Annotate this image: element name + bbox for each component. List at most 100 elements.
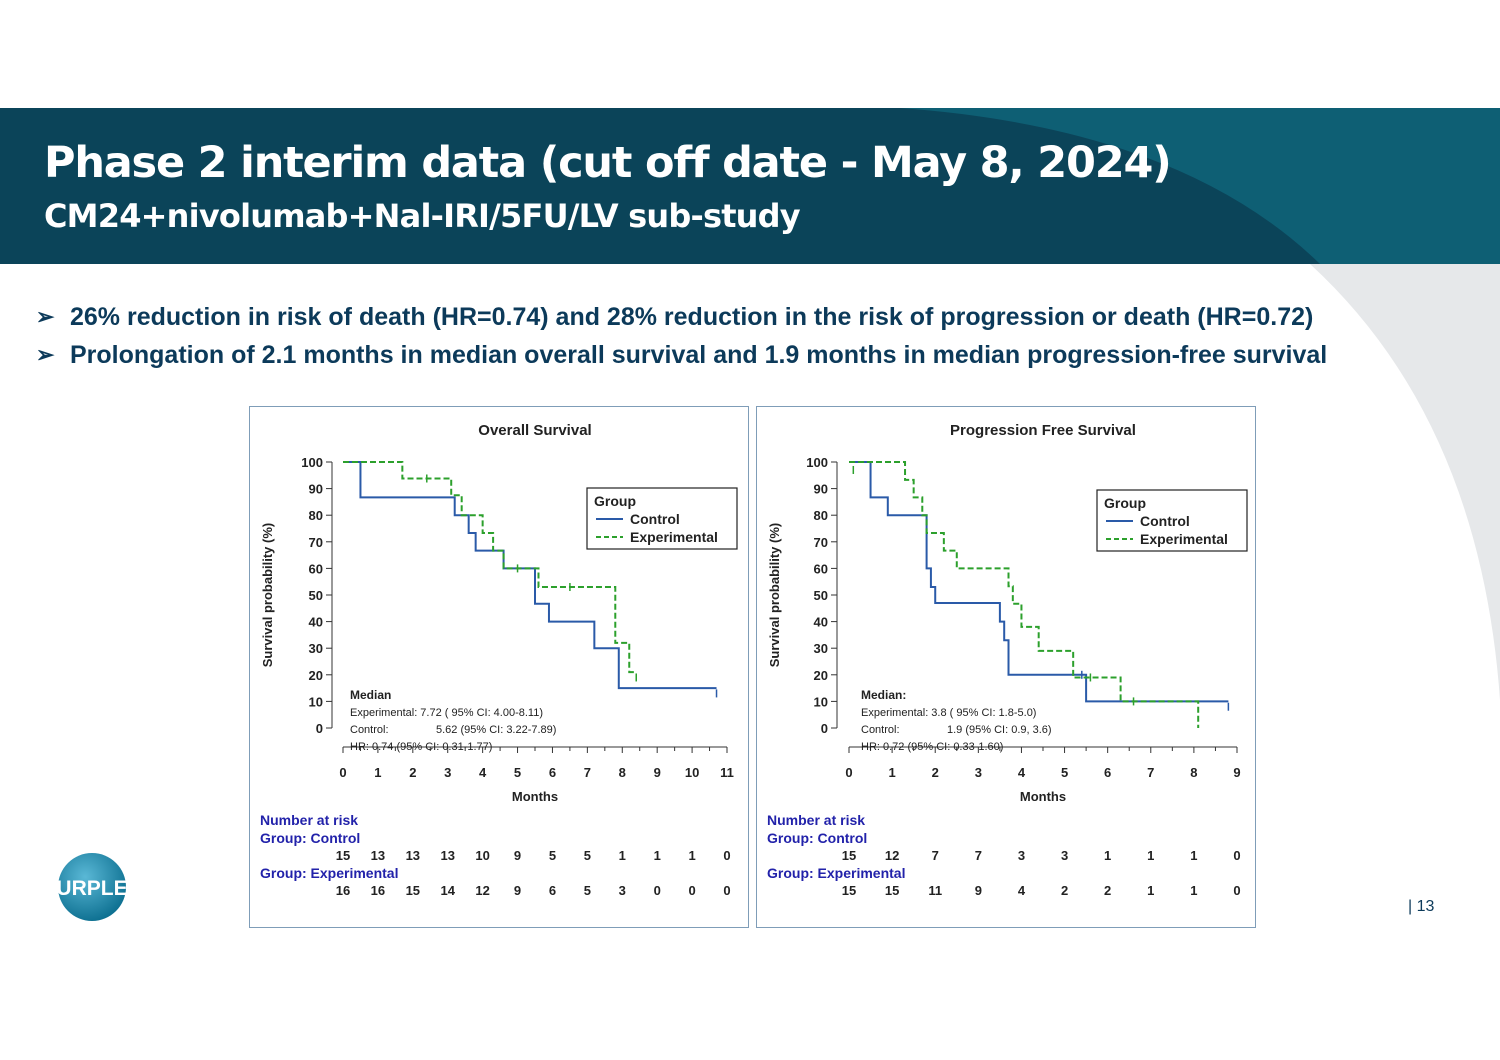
x-tick-label: 5 xyxy=(514,765,521,780)
x-tick-label: 0 xyxy=(845,765,852,780)
risk-table-count: 7 xyxy=(975,848,982,863)
y-tick-label: 90 xyxy=(309,482,323,497)
risk-table-count: 15 xyxy=(406,883,420,898)
y-tick-label: 60 xyxy=(814,561,828,576)
bullet-text: 26% reduction in risk of death (HR=0.74)… xyxy=(70,303,1314,331)
risk-table-count: 13 xyxy=(371,848,385,863)
risk-table-group-label: Group: Control xyxy=(260,830,360,846)
slide-subtitle: CM24+nivolumab+Nal-IRI/5FU/LV sub-study xyxy=(44,197,801,235)
x-tick-label: 6 xyxy=(549,765,556,780)
median-annotation-hr: HR: 0.72 (95% CI: 0.33-1.60) xyxy=(861,741,1003,753)
x-tick-label: 7 xyxy=(1147,765,1154,780)
x-tick-label: 0 xyxy=(339,765,346,780)
risk-table-count: 3 xyxy=(619,883,626,898)
risk-table-count: 0 xyxy=(723,848,730,863)
risk-table-title: Number at risk xyxy=(767,812,865,828)
x-tick-label: 8 xyxy=(619,765,626,780)
bullet-list: ➢ 26% reduction in risk of death (HR=0.7… xyxy=(36,298,1476,374)
legend-title: Group xyxy=(1104,495,1146,511)
progression-free-survival-chart: Progression Free Survival010203040506070… xyxy=(767,422,1248,898)
median-annotation-heading: Median xyxy=(350,688,391,702)
y-tick-label: 10 xyxy=(309,694,323,709)
arrow-bullet-icon: ➢ xyxy=(36,342,55,367)
x-tick-label: 2 xyxy=(932,765,939,780)
median-annotation-heading: Median: xyxy=(861,688,906,702)
risk-table-count: 15 xyxy=(885,883,899,898)
y-tick-label: 30 xyxy=(814,641,828,656)
y-tick-label: 80 xyxy=(309,508,323,523)
y-tick-label: 0 xyxy=(316,721,323,736)
x-tick-label: 2 xyxy=(409,765,416,780)
y-tick-label: 100 xyxy=(806,455,828,470)
risk-table-count: 12 xyxy=(475,883,489,898)
y-tick-label: 10 xyxy=(814,694,828,709)
risk-table-count: 1 xyxy=(654,848,661,863)
risk-table-count: 1 xyxy=(619,848,626,863)
risk-table-count: 7 xyxy=(932,848,939,863)
risk-table-count: 16 xyxy=(371,883,385,898)
control-series-line xyxy=(849,461,1229,703)
risk-table-count: 0 xyxy=(1233,848,1240,863)
y-tick-label: 20 xyxy=(309,668,323,683)
progression-free-survival-panel: Progression Free Survival 0 10 20 30 40 50 60 70… xyxy=(756,406,1256,928)
risk-table-count: 0 xyxy=(654,883,661,898)
y-tick-label: 50 xyxy=(814,588,828,603)
x-tick-label: 9 xyxy=(654,765,661,780)
x-tick-label: 3 xyxy=(444,765,451,780)
x-tick-label: 10 xyxy=(685,765,699,780)
x-tick-label: 1 xyxy=(888,765,895,780)
risk-table-count: 1 xyxy=(1104,848,1111,863)
risk-table-count: 1 xyxy=(688,848,695,863)
risk-table-count: 9 xyxy=(975,883,982,898)
company-logo: PURPLE xyxy=(54,853,128,921)
risk-table-count: 5 xyxy=(549,848,556,863)
x-tick-label: 6 xyxy=(1104,765,1111,780)
risk-table-count: 0 xyxy=(723,883,730,898)
y-axis-label: Survival probability (%) xyxy=(767,523,782,667)
y-tick-label: 60 xyxy=(309,561,323,576)
risk-table-count: 9 xyxy=(514,848,521,863)
legend-experimental-label: Experimental xyxy=(630,529,718,545)
arrow-bullet-icon: ➢ xyxy=(36,304,55,329)
x-tick-label: 8 xyxy=(1190,765,1197,780)
experimental-series-line xyxy=(849,461,1200,728)
legend-experimental-label: Experimental xyxy=(1140,531,1228,547)
risk-table-count: 15 xyxy=(842,883,856,898)
median-annotation-control-value: 1.9 (95% CI: 0.9, 3.6) xyxy=(947,724,1052,736)
risk-table-count: 11 xyxy=(928,883,942,898)
experimental-series-line xyxy=(343,461,637,674)
risk-table-count: 16 xyxy=(336,883,350,898)
risk-table-count: 14 xyxy=(440,883,455,898)
legend-control-label: Control xyxy=(1140,513,1190,529)
y-tick-label: 90 xyxy=(814,482,828,497)
risk-table-title: Number at risk xyxy=(260,812,358,828)
x-tick-label: 7 xyxy=(584,765,591,780)
y-tick-label: 40 xyxy=(309,615,323,630)
y-tick-label: 70 xyxy=(814,535,828,550)
risk-table-count: 0 xyxy=(1233,883,1240,898)
risk-table-count: 13 xyxy=(440,848,454,863)
x-axis-label: Months xyxy=(1020,789,1066,804)
median-annotation-control-label: Control: xyxy=(350,724,389,736)
y-tick-label: 30 xyxy=(309,641,323,656)
chart-title: Overall Survival xyxy=(478,422,591,439)
median-annotation-experimental: Experimental: 7.72 ( 95% CI: 4.00-8.11) xyxy=(350,707,543,719)
control-series-line xyxy=(343,461,717,690)
x-tick-label: 4 xyxy=(479,765,487,780)
slide-title: Phase 2 interim data (cut off date - May… xyxy=(44,138,1172,188)
bullet-text: Prolongation of 2.1 months in median ove… xyxy=(70,341,1328,369)
bullet-item: ➢ Prolongation of 2.1 months in median o… xyxy=(36,336,1476,374)
median-annotation-hr: HR: 0.74 (95% CI: 0.31-1.77) xyxy=(350,741,492,753)
risk-table-count: 1 xyxy=(1147,883,1154,898)
risk-table-count: 3 xyxy=(1061,848,1068,863)
risk-table-count: 6 xyxy=(549,883,556,898)
median-annotation-control-value: 5.62 (95% CI: 3.22-7.89) xyxy=(436,724,556,736)
risk-table-count: 10 xyxy=(475,848,489,863)
logo-wordmark: PURPLE xyxy=(54,877,128,900)
risk-table-count: 13 xyxy=(406,848,420,863)
median-annotation-control-label: Control: xyxy=(861,724,900,736)
y-tick-label: 40 xyxy=(814,615,828,630)
risk-table-count: 5 xyxy=(584,848,591,863)
bullet-item: ➢ 26% reduction in risk of death (HR=0.7… xyxy=(36,298,1476,336)
